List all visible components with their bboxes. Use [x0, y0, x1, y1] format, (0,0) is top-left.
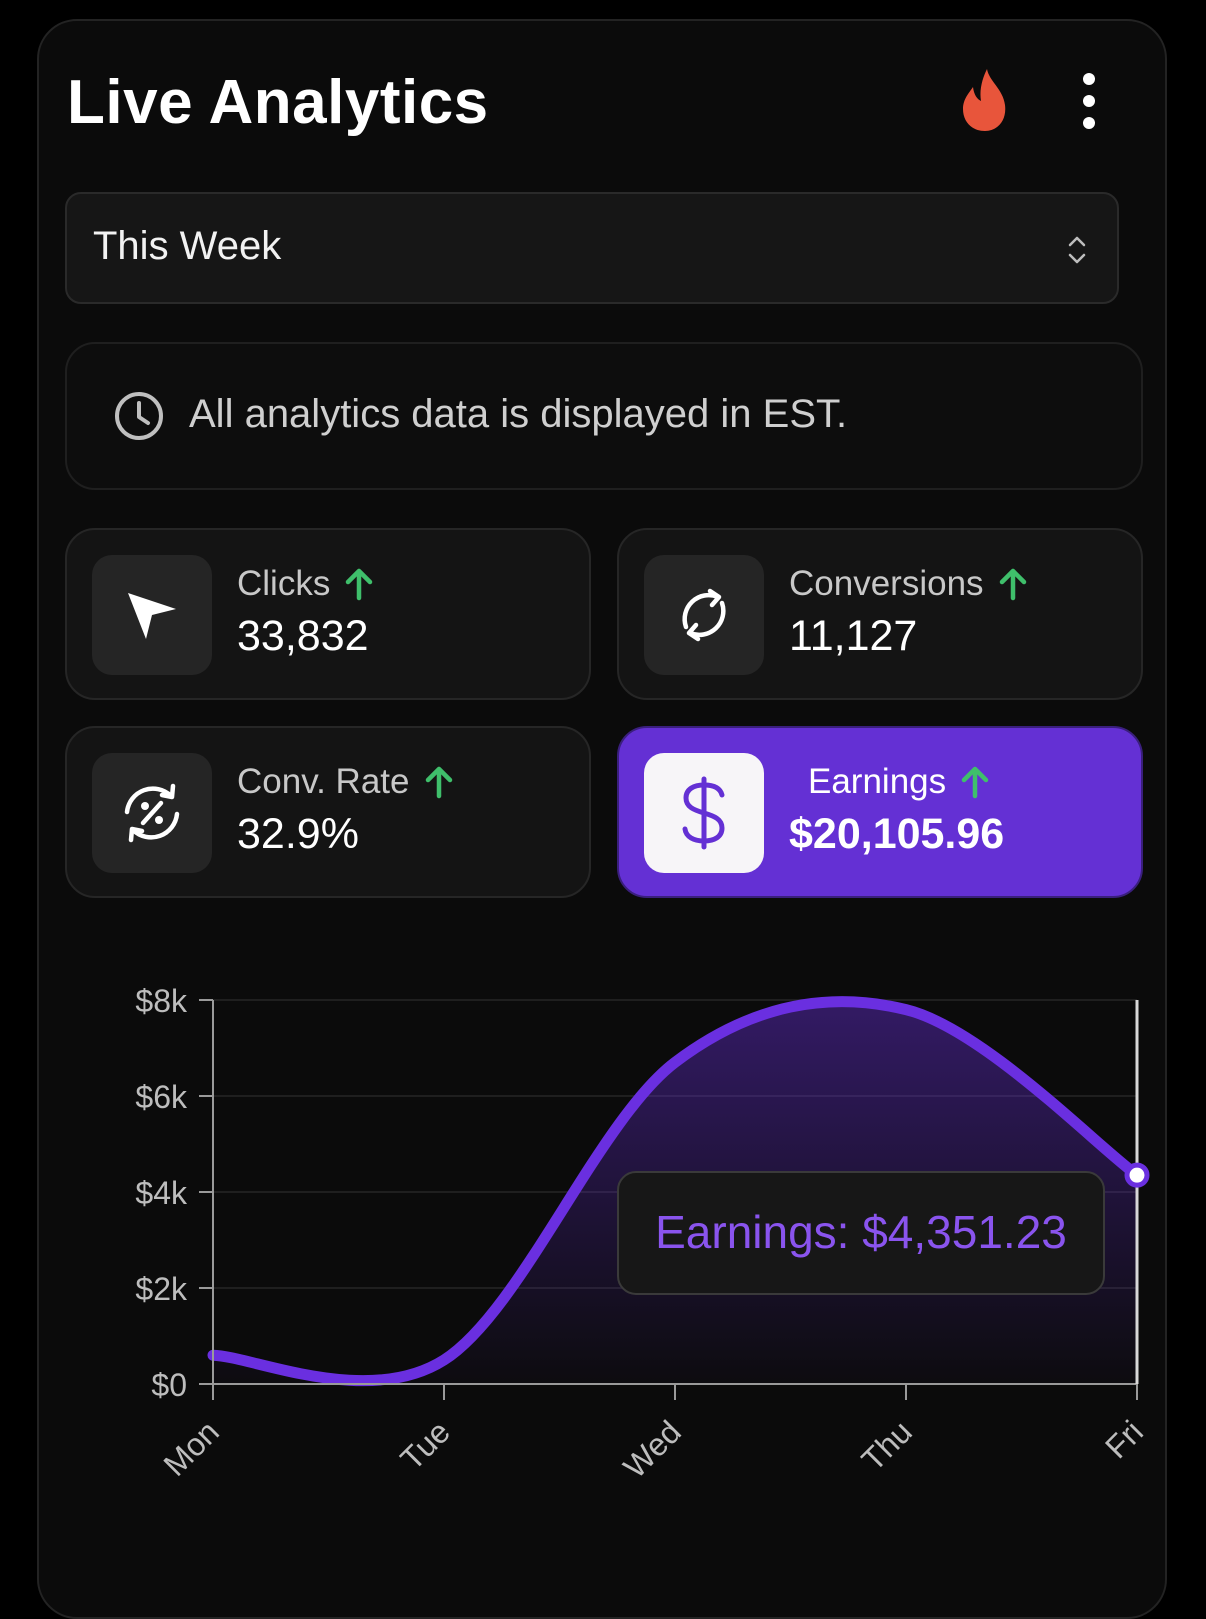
metric-label-row: Earnings: [808, 762, 990, 802]
metric-icon-box: [644, 753, 764, 873]
dot-icon: [1083, 117, 1095, 129]
dot-icon: [1083, 95, 1095, 107]
metric-icon-box: [92, 753, 212, 873]
metric-value: 32.9%: [237, 810, 359, 858]
metric-card-conversions[interactable]: Conversions 11,127: [617, 528, 1143, 700]
metric-label-row: Conv. Rate: [237, 762, 454, 802]
arrow-up-icon: [999, 568, 1026, 601]
arrow-up-icon: [425, 766, 452, 799]
refresh-icon: [682, 588, 726, 642]
tooltip-text: Earnings: $4,351.23: [655, 1206, 1067, 1258]
x-tick-label: Tue: [393, 1413, 457, 1477]
x-tick-label: Mon: [156, 1413, 225, 1482]
earnings-line: [207, 996, 1143, 1387]
flame-icon: [963, 69, 1006, 131]
arrow-up-icon: [346, 568, 373, 601]
metric-card-conv-rate[interactable]: Conv. Rate 32.9%: [65, 726, 591, 898]
y-tick-label: $2k: [135, 1271, 188, 1307]
x-tick-label: Thu: [855, 1413, 919, 1477]
clock-icon: [115, 392, 163, 440]
metric-card-clicks[interactable]: Clicks 33,832: [65, 528, 591, 700]
x-tick-label: Wed: [616, 1413, 688, 1485]
more-options-button[interactable]: [1069, 73, 1109, 129]
dollar-icon: [682, 776, 725, 850]
date-range-select[interactable]: This Week: [65, 192, 1119, 304]
earnings-chart: $0 $2k $4k $6k $8k Mon Tue Wed Thu Fri Earnings: …: [135, 983, 1150, 1485]
y-tick-label: $6k: [135, 1079, 188, 1115]
y-tick-label: $8k: [135, 983, 188, 1019]
metric-label: Conversions: [789, 564, 984, 603]
metric-label: Earnings: [808, 762, 947, 801]
notice-text: All analytics data is displayed in EST.: [189, 392, 848, 436]
chart-tooltip: [617, 1171, 1105, 1295]
metric-icon-box: [644, 555, 764, 675]
metric-value: 33,832: [237, 612, 369, 660]
metric-label: Conv. Rate: [237, 762, 410, 801]
metric-label-row: Conversions: [789, 564, 1028, 604]
timezone-notice: All analytics data is displayed in EST.: [65, 342, 1143, 490]
y-tick-label: $4k: [135, 1175, 188, 1211]
cursor-icon: [128, 593, 176, 639]
metric-value: $20,105.96: [789, 810, 1005, 858]
metric-icon-box: [92, 555, 212, 675]
chevron-up-down-icon: [1068, 236, 1086, 264]
active-point[interactable]: [1124, 1162, 1150, 1188]
metric-card-earnings[interactable]: Earnings $20,105.96: [617, 726, 1143, 898]
x-tick-label: Fri: [1098, 1413, 1150, 1465]
arrow-up-icon: [961, 766, 989, 799]
date-range-value: This Week: [93, 224, 282, 268]
y-tick-label: $0: [151, 1367, 187, 1403]
metric-label: Clicks: [237, 564, 331, 603]
page-title: Live Analytics: [67, 68, 489, 137]
percent-cycle-icon: [124, 783, 180, 843]
metric-value: 11,127: [789, 612, 918, 660]
dot-icon: [1083, 73, 1095, 85]
metric-label-row: Clicks: [237, 564, 374, 604]
